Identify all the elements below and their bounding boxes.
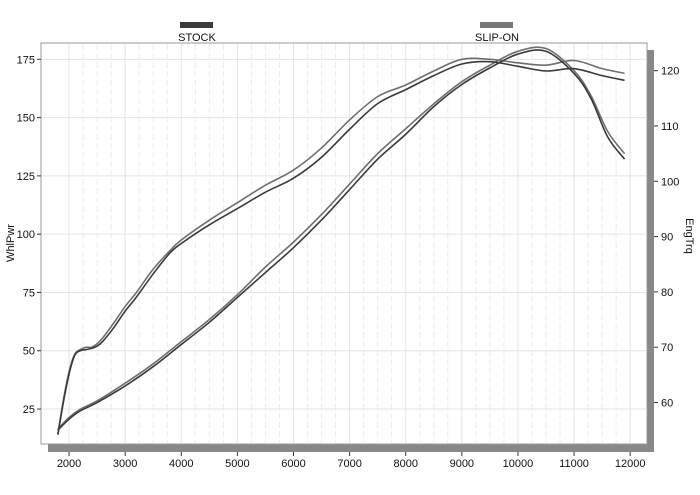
x-tick-label: 4000	[169, 458, 193, 470]
x-tick-label: 5000	[225, 458, 249, 470]
legend-label-stock: STOCK	[178, 32, 216, 44]
legend-swatch-slip-on	[480, 22, 513, 28]
y-left-tick-label: 25	[23, 404, 35, 416]
y-right-tick-label: 110	[661, 121, 679, 133]
x-tick-label: 2000	[57, 458, 81, 470]
legend: STOCK SLIP-ON	[178, 22, 519, 44]
series-line-torque-stock	[57, 49, 626, 431]
y-right-tick-label: 100	[661, 176, 679, 188]
legend-swatch-stock	[180, 22, 213, 28]
x-tick-label: 10000	[503, 458, 534, 470]
y-right-tick-label: 70	[661, 342, 673, 354]
y-right-tick-label: 90	[661, 232, 673, 244]
grid	[42, 44, 646, 443]
y-axis-right-ticks: 60 70 80 90 100 110 120	[654, 66, 679, 410]
x-tick-label: 6000	[281, 458, 305, 470]
y-right-tick-label: 60	[661, 398, 673, 410]
y-left-tick-label: 50	[23, 346, 35, 358]
y-left-tick-label: 175	[17, 54, 35, 66]
y-axis-left-label: WhlPwr	[5, 224, 17, 262]
y-left-tick-label: 125	[17, 171, 35, 183]
series-lines	[57, 46, 626, 435]
y-left-tick-label: 75	[23, 287, 35, 299]
series-line-torque-slip-on	[57, 46, 626, 430]
y-axis-left-ticks: 25 50 75 100 125 150 175	[17, 54, 41, 416]
y-left-tick-label: 150	[17, 113, 35, 125]
plot-area	[40, 42, 648, 445]
x-tick-label: 11000	[559, 458, 589, 470]
x-tick-label: 8000	[393, 458, 417, 470]
x-tick-label: 7000	[337, 458, 361, 470]
x-tick-label: 12000	[615, 458, 646, 470]
y-right-tick-label: 80	[661, 287, 673, 299]
plot-shadow-right	[647, 50, 654, 452]
plot-shadow-bottom	[48, 444, 654, 452]
series-line-power-stock	[57, 60, 625, 435]
x-tick-label: 9000	[450, 458, 474, 470]
legend-label-slip-on: SLIP-ON	[475, 32, 519, 44]
x-axis-ticks: 2000 3000 4000 5000 6000 7000 8000 9000 10000 110…	[57, 452, 646, 470]
y-axis-right-label: EngTrq	[683, 218, 695, 254]
x-tick-label: 3000	[113, 458, 137, 470]
y-right-tick-label: 120	[661, 66, 679, 78]
y-left-tick-label: 100	[17, 229, 35, 241]
series-line-power-slip-on	[57, 57, 625, 435]
